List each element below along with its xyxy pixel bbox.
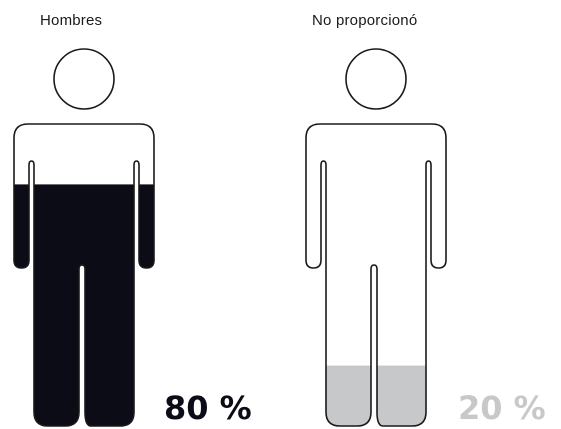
body-outline-no-proporciono bbox=[305, 123, 447, 427]
value-label-no-proporciono: 20 % bbox=[458, 389, 546, 427]
head-no-proporciono bbox=[345, 48, 407, 110]
figure-hombres: Hombres 80 % bbox=[0, 0, 280, 429]
figure-no-proporciono: No proporcionó 20 % bbox=[280, 0, 561, 429]
value-label-hombres: 80 % bbox=[164, 389, 252, 427]
person-icon-hombres bbox=[13, 48, 155, 427]
category-label-no-proporciono: No proporcionó bbox=[312, 12, 418, 29]
head-hombres bbox=[53, 48, 115, 110]
person-icon-no-proporciono bbox=[305, 48, 447, 427]
body-outline-hombres bbox=[13, 123, 155, 427]
category-label-hombres: Hombres bbox=[40, 12, 103, 29]
